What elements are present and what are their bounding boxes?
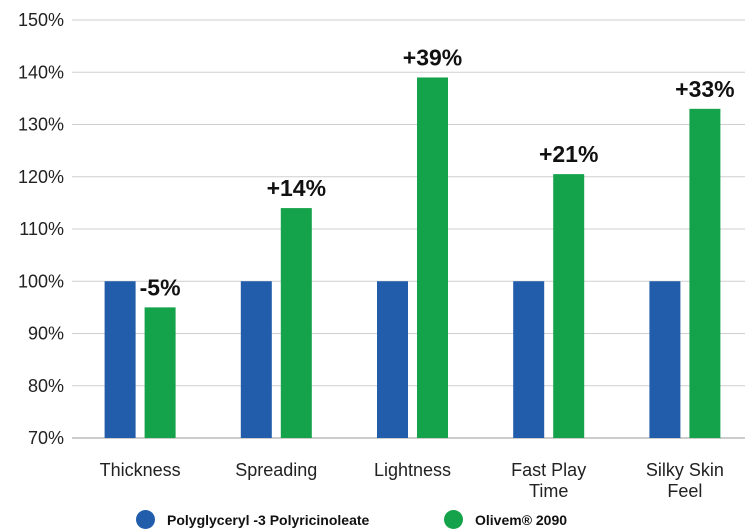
data-label: +39%	[403, 44, 462, 70]
data-label: +33%	[675, 76, 734, 102]
category-label: Fast Play Time	[511, 460, 586, 501]
data-label: +14%	[267, 175, 326, 201]
bars	[104, 77, 721, 438]
category-label: Thickness	[100, 460, 181, 480]
category-label-line: Time	[529, 481, 568, 501]
bar-series-2	[144, 307, 176, 438]
y-axis-ticks: 70% 80% 90% 100% 110% 120% 130% 140% 150%	[18, 10, 64, 448]
bar-chart: 70% 80% 90% 100% 110% 120% 130% 140% 150% -5% +14…	[18, 10, 745, 501]
category-label-line: Feel	[667, 481, 702, 501]
bar-series-2	[553, 174, 585, 438]
legend: Polyglyceryl -3 Polyricinoleate Olivem® …	[0, 510, 745, 531]
category-label-line: Thickness	[100, 460, 181, 480]
bar-series-2	[689, 108, 721, 438]
bar-series-1	[104, 281, 136, 438]
bar-series-1	[240, 281, 272, 438]
bar-series-1	[649, 281, 681, 438]
data-label: +21%	[539, 141, 598, 167]
y-tick-label: 90%	[28, 324, 64, 344]
category-label: Silky Skin Feel	[646, 460, 724, 501]
legend-swatch-series-2	[444, 510, 463, 529]
bar-series-2	[280, 208, 312, 438]
data-label: -5%	[140, 274, 181, 300]
legend-label-series-2: Olivem® 2090	[475, 511, 568, 528]
legend-item-series-2: Olivem® 2090	[444, 510, 567, 529]
legend-item-series-1: Polyglyceryl -3 Polyricinoleate	[136, 510, 369, 529]
category-label-line: Fast Play	[511, 460, 586, 480]
bar-series-1	[377, 281, 408, 438]
x-axis-categories: Thickness Spreading Lightness Fast Play Time…	[100, 460, 724, 501]
bar-series-2	[417, 77, 448, 438]
legend-label-series-1: Polyglyceryl -3 Polyricinoleate	[167, 511, 370, 528]
gridlines	[72, 19, 745, 439]
y-tick-label: 100%	[18, 271, 64, 291]
legend-swatch-series-1	[136, 510, 155, 529]
y-tick-label: 70%	[28, 428, 64, 448]
y-tick-label: 110%	[19, 219, 64, 239]
y-tick-label: 120%	[18, 167, 64, 187]
category-label-line: Lightness	[374, 460, 451, 480]
y-tick-label: 80%	[28, 376, 64, 396]
y-tick-label: 130%	[18, 115, 64, 135]
y-tick-label: 140%	[18, 62, 64, 82]
data-labels: -5% +14% +39% +21% +33%	[140, 44, 735, 300]
bar-series-1	[513, 281, 545, 438]
category-label: Spreading	[235, 460, 317, 480]
category-label-line: Silky Skin	[646, 460, 724, 480]
category-label-line: Spreading	[235, 460, 317, 480]
y-tick-label: 150%	[18, 10, 64, 30]
category-label: Lightness	[374, 460, 451, 480]
